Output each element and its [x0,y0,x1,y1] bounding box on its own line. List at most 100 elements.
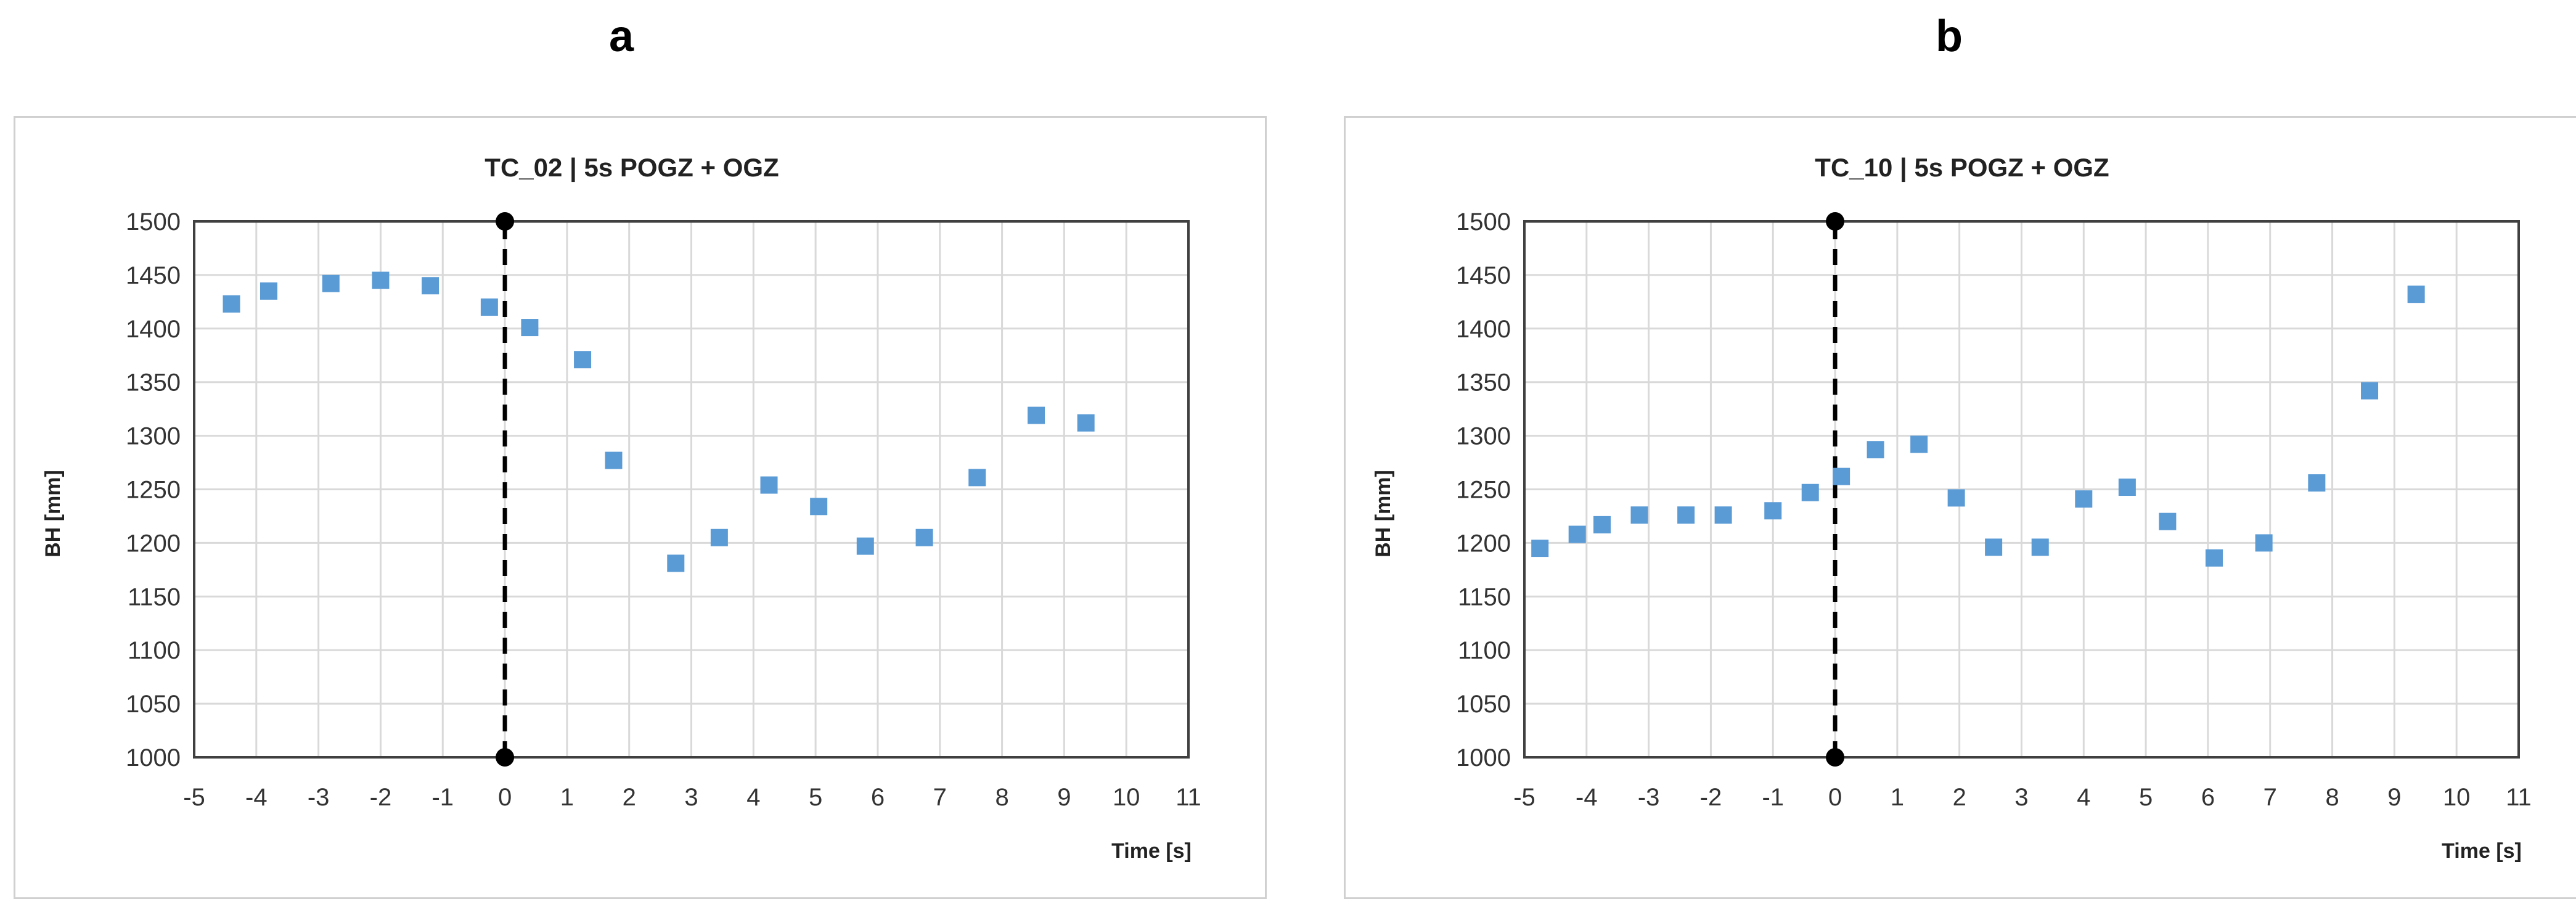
data-point [1077,414,1095,432]
chart-panel-a: TC_02 | 5s POGZ + OGZ BH [mm] Time [s] 1… [14,116,1267,899]
data-point [1947,489,1965,507]
y-tick-label: 1100 [1458,637,1511,664]
data-point [856,537,874,555]
data-point [810,498,828,516]
y-tick-label: 1350 [1456,369,1511,397]
chart-panel-b: TC_10 | 5s POGZ + OGZ BH [mm] Time [s] 1… [1344,116,2576,899]
data-point [480,298,498,316]
x-tick-label: -1 [431,784,454,811]
data-point [223,295,240,313]
data-point [260,282,277,300]
y-tick-label: 1450 [1456,262,1511,289]
data-point [1833,467,1850,485]
data-point [2206,549,2223,567]
y-tick-label: 1200 [126,530,181,557]
data-point [2308,474,2326,492]
chart-b-x-axis-label: Time [s] [2442,839,2522,863]
chart-a-svg: TC_02 | 5s POGZ + OGZ BH [mm] Time [s] 1… [41,153,1201,863]
x-tick-label: 0 [1828,784,1842,811]
chart-b-title: TC_10 | 5s POGZ + OGZ [1815,153,2109,183]
y-tick-label: 1150 [128,583,181,611]
data-point [760,476,778,494]
data-point [1867,441,1884,459]
chart-a-x-axis-label: Time [s] [1111,839,1192,863]
data-point [2118,479,2136,496]
y-tick-label: 1100 [128,637,181,664]
x-tick-label: 2 [1953,784,1966,811]
x-tick-label: 4 [746,784,760,811]
data-point [1593,516,1611,533]
data-point [915,529,933,546]
panel-label-a: a [608,12,634,61]
data-point [574,351,592,369]
x-tick-label: -2 [1700,784,1722,811]
chart-a-y-axis-label: BH [mm] [41,470,65,557]
data-point [1028,406,1045,424]
data-point [2361,382,2379,400]
x-tick-label: 3 [2014,784,2028,811]
x-tick-label: -1 [1762,784,1784,811]
reference-line-bottom-dot [496,748,515,767]
data-point [1630,506,1648,524]
y-tick-label: 1400 [1456,316,1511,343]
x-tick-label: 10 [2443,784,2471,811]
reference-line-top-dot [496,212,515,231]
x-tick-label: -2 [370,784,392,811]
y-tick-label: 1400 [126,316,181,343]
x-tick-label: 11 [1176,784,1201,811]
data-point [1568,525,1586,543]
y-tick-label: 1500 [1456,208,1511,236]
y-tick-label: 1300 [126,423,181,450]
plot-border [193,220,1190,759]
x-tick-label: 3 [684,784,698,811]
reference-line-bottom-dot [1826,748,1845,767]
data-point [2075,490,2093,508]
data-point [2031,538,2049,556]
x-tick-label: 6 [2201,784,2215,811]
y-tick-label: 1000 [1456,744,1511,771]
x-tick-label: -3 [1638,784,1660,811]
x-tick-label: -3 [308,784,330,811]
data-point [2407,286,2425,303]
x-tick-label: -4 [1576,784,1598,811]
y-tick-label: 1000 [126,744,181,771]
data-point [710,529,728,546]
y-tick-label: 1250 [1456,477,1511,504]
data-point [1764,502,1782,520]
plot-area: 1000 1050 1100 1150 1200 1 2 5 0 1300 1350 1400 1450… [126,208,1201,811]
plot-area: 1000 1050 1100 11 5 0 1200 1250 1300 1350 1400 1450… [1456,208,2532,811]
x-tick-label: 1 [560,784,574,811]
x-tick-label: 1 [1891,784,1904,811]
x-tick-label: 2 [623,784,636,811]
chart-b-y-axis-label: BH [mm] [1372,470,1395,557]
x-tick-label: 4 [2077,784,2090,811]
data-point [1985,538,2003,556]
x-tick-label: -4 [245,784,268,811]
y-tick-label: 1050 [126,691,181,718]
x-tick-label: 8 [995,784,1008,811]
x-tick-label: 0 [498,784,512,811]
data-point [1801,483,1819,501]
x-tick-label: 5 [809,784,822,811]
x-tick-label: 7 [2263,784,2277,811]
data-point [968,469,986,487]
plot-border [1523,220,2520,759]
y-tick-label: 1050 [1456,691,1511,718]
y-tick-label: 1350 [126,369,181,397]
x-tick-label: 10 [1113,784,1140,811]
data-point [521,319,539,337]
data-point [667,554,685,572]
x-tick-label: 6 [871,784,885,811]
chart-a-title: TC_02 | 5s POGZ + OGZ [485,153,779,183]
data-point [605,451,623,469]
x-tick-label: -5 [183,784,205,811]
x-tick-label: 7 [933,784,947,811]
data-point [2159,512,2177,530]
x-tick-label: 5 [2139,784,2153,811]
y-tick-label: 1450 [126,262,181,289]
x-tick-label: 11 [2506,784,2532,811]
y-tick-label: 1300 [1456,423,1511,450]
y-tick-label: 1200 [1456,530,1511,557]
data-point [1531,540,1549,557]
x-tick-label: 9 [2387,784,2401,811]
